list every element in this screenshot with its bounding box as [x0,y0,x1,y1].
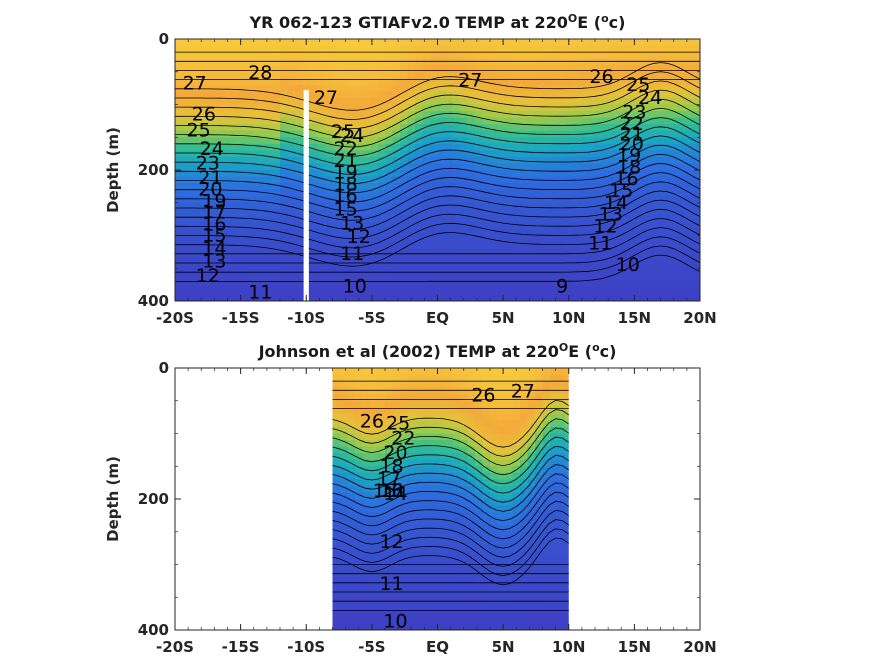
x-tick-label: EQ [426,309,449,327]
contour-label: 11 [248,281,272,303]
contour-label: 25 [386,413,410,435]
contour-label: 23 [622,101,646,123]
contour-label: 10 [383,610,407,632]
contour-label: 13 [599,204,623,226]
contour-label: 26 [360,411,384,433]
missing-data-mask [303,90,309,301]
contour-label: 13 [340,213,364,235]
y-tick-label: 200 [138,490,169,508]
x-tick-label: EQ [426,638,449,656]
contour-label: 11 [588,232,612,254]
x-tick-label: 5N [492,638,515,656]
contour-label: 20 [383,442,407,464]
contour-label: 12 [593,215,617,237]
x-tick-label: 5N [492,309,515,327]
x-tick-label: 20N [683,638,716,656]
contour-label: 25 [187,120,211,142]
x-tick-label: -10S [287,309,325,327]
contour-label: 19 [334,162,358,184]
contour-label: 26 [192,103,216,125]
contour-label: 22 [334,138,358,160]
contour-label: 22 [620,113,644,135]
chart-title: Johnson et al (2002) TEMP at 220OE (oc) [258,341,617,362]
contour-label: 27 [458,69,482,91]
y-axis-label: Depth (m) [104,456,122,542]
contour-label: 12 [347,226,371,248]
contour-label: 17 [377,468,401,490]
y-tick-label: 200 [138,161,169,179]
x-tick-label: -15S [222,309,260,327]
y-tick-label: 0 [159,359,169,377]
contour-label: 25 [331,121,355,143]
x-tick-label: -20S [156,309,194,327]
contour-label: 11 [379,573,403,595]
contour-label: 13 [379,480,403,502]
contour-label: 28 [248,62,272,84]
contour-label: 10 [616,254,640,276]
temperature-field [332,368,569,630]
contour-label: 15 [373,480,397,502]
contour-label: 16 [202,213,226,235]
contour-label: 24 [638,87,662,109]
contour-label: 21 [198,167,222,189]
contour-label: 17 [202,201,226,223]
contour-label: 14 [202,238,226,260]
contour-label: 16 [614,168,638,190]
contour-label: 15 [202,225,226,247]
y-tick-label: 400 [138,292,169,310]
contour-label: 27 [183,73,207,95]
y-axis-label: Depth (m) [104,127,122,213]
x-tick-label: -10S [287,638,325,656]
contour-label: 12 [196,265,220,287]
contour-label: 14 [383,483,407,505]
x-tick-label: -20S [156,638,194,656]
contour-label: 20 [620,133,644,155]
contour-label: 26 [471,385,495,407]
contour-label: 16 [334,185,358,207]
contour-lines [175,51,700,282]
contour-label: 15 [609,180,633,202]
x-tick-label: 15N [618,309,651,327]
chart-title: YR 062-123 GTIAFv2.0 TEMP at 220OE (oc) [249,12,626,33]
contour-label: 18 [617,156,641,178]
contour-label: 18 [379,455,403,477]
contour-label: 23 [196,152,220,174]
contour-label: 16 [379,480,403,502]
contour-label: 9 [556,276,568,298]
x-tick-label: 10N [552,638,585,656]
contour-label: 13 [202,251,226,273]
contour-label: 12 [379,531,403,553]
contour-label: 24 [200,138,224,160]
contour-label: 19 [202,190,226,212]
contour-label: 25 [626,74,650,96]
contour-label: 10 [343,276,367,298]
x-tick-label: 10N [552,309,585,327]
temperature-field [175,39,700,301]
contour-label: 18 [334,173,358,195]
contour-label: 21 [620,124,644,146]
contour-label: 15 [334,198,358,220]
x-tick-label: 20N [683,309,716,327]
contour-label: 27 [314,87,338,109]
contour-label: 20 [198,179,222,201]
contour-label: 26 [589,66,613,88]
y-tick-label: 0 [159,30,169,48]
contour-label: 19 [617,145,641,167]
contour-label: 11 [340,243,364,265]
contour-label: 27 [511,381,535,403]
x-tick-label: -5S [358,638,385,656]
x-tick-label: -5S [358,309,385,327]
x-tick-label: 15N [618,638,651,656]
contour-label: 24 [340,125,364,147]
contour-label: 21 [334,150,358,172]
y-tick-label: 400 [138,621,169,639]
x-tick-label: -15S [222,638,260,656]
contour-label: 14 [604,192,628,214]
contour-label: 22 [391,428,415,450]
contour-lines [332,380,569,611]
